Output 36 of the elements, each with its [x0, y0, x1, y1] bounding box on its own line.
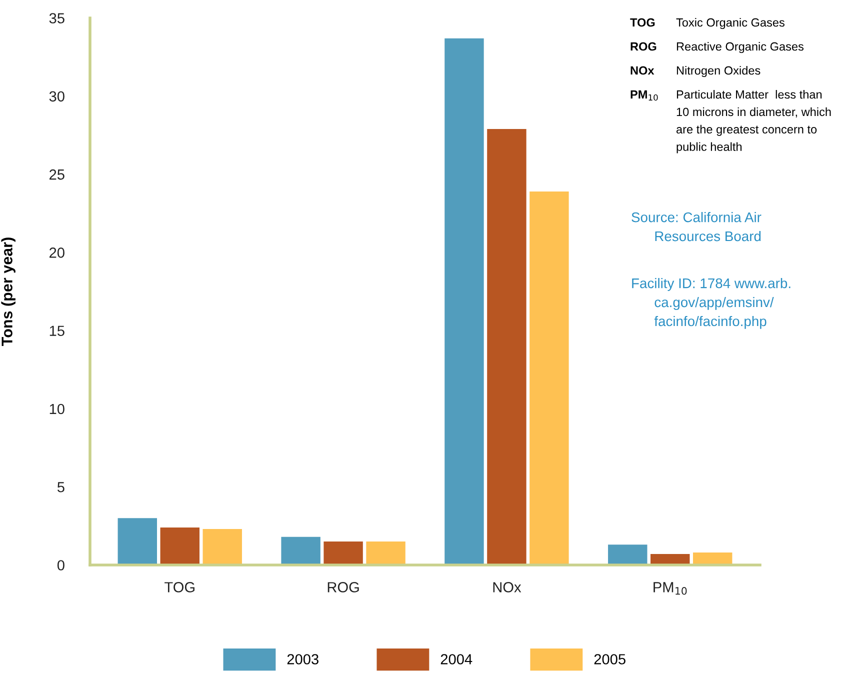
bar: [324, 542, 363, 565]
bar: [118, 518, 157, 565]
bar: [608, 544, 648, 565]
annotation: TOG: [630, 18, 655, 27]
y-tick-label: 35: [49, 13, 64, 24]
annotation: Source: California Air Resources Board: [632, 212, 762, 242]
y-axis-title: Tons (per year): [1, 238, 16, 346]
x-tick-label: NOx: [493, 582, 522, 592]
annotation: Facility ID: 1784 www.arb. ca.gov/app/emsinv/ facinfo/facinfo.php: [632, 278, 790, 329]
annotation: Nitrogen Oxides: [676, 66, 760, 78]
y-tick-label: 15: [50, 326, 64, 336]
legend-label: 2003: [287, 654, 318, 664]
y-tick-label: 0: [57, 560, 64, 570]
bar: [444, 38, 484, 565]
y-tick-label: 25: [50, 169, 64, 180]
bar: [366, 542, 406, 565]
bar: [530, 191, 569, 565]
annotation: NOx: [630, 66, 654, 75]
bar: [160, 527, 200, 565]
x-tick-label: PM$_{10}$: [654, 582, 687, 595]
x-tick-label: TOG: [164, 582, 194, 592]
legend-label: 2004: [440, 654, 472, 664]
y-tick-label: 10: [50, 404, 64, 414]
bar: [281, 536, 320, 565]
annotation: Reactive Organic Gases: [676, 42, 804, 54]
y-tick-label: 5: [57, 482, 64, 492]
y-tick-label: 30: [49, 91, 64, 102]
bar: [487, 128, 526, 565]
annotation: PM$_{10}$: [630, 90, 658, 101]
y-tick-label: 20: [50, 248, 64, 258]
legend-label: 2005: [594, 654, 626, 664]
annotation: ROG: [630, 42, 656, 51]
x-tick-label: ROG: [328, 582, 359, 592]
annotation: Toxic Organic Gases: [676, 18, 784, 30]
annotation: Particulate Matter less than 10 microns in diameter, which are the greatest concern to public health: [676, 90, 831, 154]
bar: [202, 529, 242, 565]
